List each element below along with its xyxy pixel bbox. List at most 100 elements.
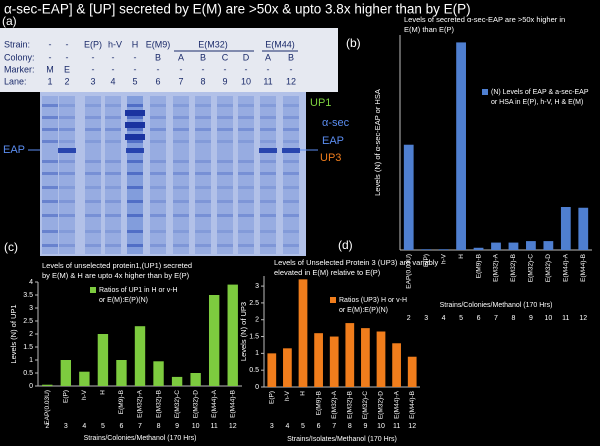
gel-band: [238, 230, 254, 233]
legend-label: Ratios (UP3) H or v-H: [339, 297, 407, 304]
gel-band: [150, 116, 166, 119]
bar: [403, 144, 414, 250]
gel-band: [260, 104, 276, 107]
colony-label: -: [49, 52, 52, 62]
gel-band: [150, 160, 166, 163]
legend-swatch: [90, 287, 96, 293]
gel-band: [195, 104, 211, 107]
gel-band: [127, 172, 143, 175]
row-label: Strain:: [4, 39, 30, 49]
gel-band: [195, 214, 211, 217]
gel-band: [105, 128, 121, 131]
bar: [79, 371, 90, 386]
marker-label: -: [92, 64, 95, 74]
panel-label: (b): [346, 36, 361, 50]
y-tick-label: 0: [29, 383, 33, 390]
gel-bg: [40, 92, 306, 256]
marker-label: -: [290, 64, 293, 74]
bar: [526, 241, 536, 250]
gel-band: [150, 230, 166, 233]
lane-label: 11: [263, 76, 272, 86]
gel-band: [42, 214, 58, 217]
lane-label: 12: [286, 76, 296, 86]
gel-band: [127, 230, 143, 233]
chart-title: elevated in E(M) relative to E(P): [274, 268, 381, 277]
x-tick-label: H: [300, 391, 307, 396]
gel-band: [59, 230, 75, 233]
colony-label: -: [66, 52, 69, 62]
lane-label: 7: [178, 76, 183, 86]
gel-band: [105, 244, 121, 247]
x-tick-label: E(M44)-A: [393, 390, 400, 418]
lane-label: 9: [222, 76, 227, 86]
bar: [97, 334, 109, 386]
gel-band: [85, 200, 101, 203]
colony-label: B: [288, 52, 294, 62]
row-label: Marker:: [4, 64, 35, 74]
y-tick-label: 0: [255, 384, 259, 391]
gel-band: [85, 214, 101, 217]
lane-label: 4: [110, 76, 115, 86]
y-tick-label: 2.5: [249, 300, 259, 307]
gel-band: [217, 160, 233, 163]
bar: [421, 249, 432, 250]
gel-lane: [42, 96, 58, 254]
gel-band: [260, 230, 276, 233]
lane-number: 5: [301, 423, 305, 430]
y-tick-label: 1: [255, 350, 259, 357]
gel-band: [105, 186, 121, 189]
bar: [298, 279, 308, 387]
strain-label: H: [132, 39, 139, 49]
bar: [578, 207, 589, 250]
gel-band: [42, 116, 58, 119]
gel-band: [42, 186, 58, 189]
bar: [314, 333, 323, 387]
chart-title: Levels of unselected protein1,(UP1) secr…: [42, 261, 192, 270]
lane5-band: [125, 122, 145, 128]
lane-number: 7: [138, 423, 142, 430]
bar: [361, 328, 370, 387]
bar: [283, 348, 292, 387]
lane-number: 5: [459, 315, 463, 322]
gel-band: [238, 200, 254, 203]
gel-band: [59, 160, 75, 163]
gel-band: [238, 116, 254, 119]
x-tick-label: E(M9)-B: [315, 391, 322, 415]
gel-band: [217, 200, 233, 203]
y-tick-label: 3: [29, 305, 33, 312]
lane-number: 12: [579, 315, 587, 322]
gel-band: [173, 128, 189, 131]
gel-band: [217, 214, 233, 217]
gel-band: [127, 186, 143, 189]
gel-band: [42, 244, 58, 247]
strain-label: -: [66, 39, 69, 49]
legend-label: or E(M):E(P)(N): [339, 307, 388, 314]
gel-band: [260, 172, 276, 175]
colony-label: C: [222, 52, 229, 62]
lane-number: 5: [101, 423, 105, 430]
gel-lane: [173, 96, 189, 254]
bar: [508, 242, 519, 250]
gel-band: [59, 128, 75, 131]
gel-band: [260, 160, 276, 163]
strain-label: E(M9): [146, 39, 171, 49]
gel-header-bg: [0, 28, 338, 92]
gel-band: [59, 172, 75, 175]
gel-band: [59, 244, 75, 247]
gel-band: [105, 172, 121, 175]
lane-label: 2: [64, 76, 69, 86]
gel-band: [195, 186, 211, 189]
gel-band: [150, 104, 166, 107]
gel-band: [127, 160, 143, 163]
bar: [208, 295, 220, 386]
gel-band: [127, 214, 143, 217]
gel-band: [42, 200, 58, 203]
eap-band: [259, 148, 277, 153]
strain-label: E(P): [84, 39, 102, 49]
y-tick-label: 2: [29, 331, 33, 338]
lane-label: 8: [200, 76, 205, 86]
legend-label: Ratios of UP1 in H or v-H: [99, 287, 178, 294]
bar: [60, 360, 72, 386]
gel-band: [105, 200, 121, 203]
x-tick-label: EAP(0.03U): [44, 390, 51, 425]
